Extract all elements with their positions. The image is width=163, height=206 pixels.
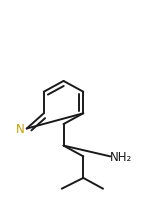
Text: NH₂: NH₂ — [110, 150, 132, 163]
Text: N: N — [16, 122, 24, 135]
